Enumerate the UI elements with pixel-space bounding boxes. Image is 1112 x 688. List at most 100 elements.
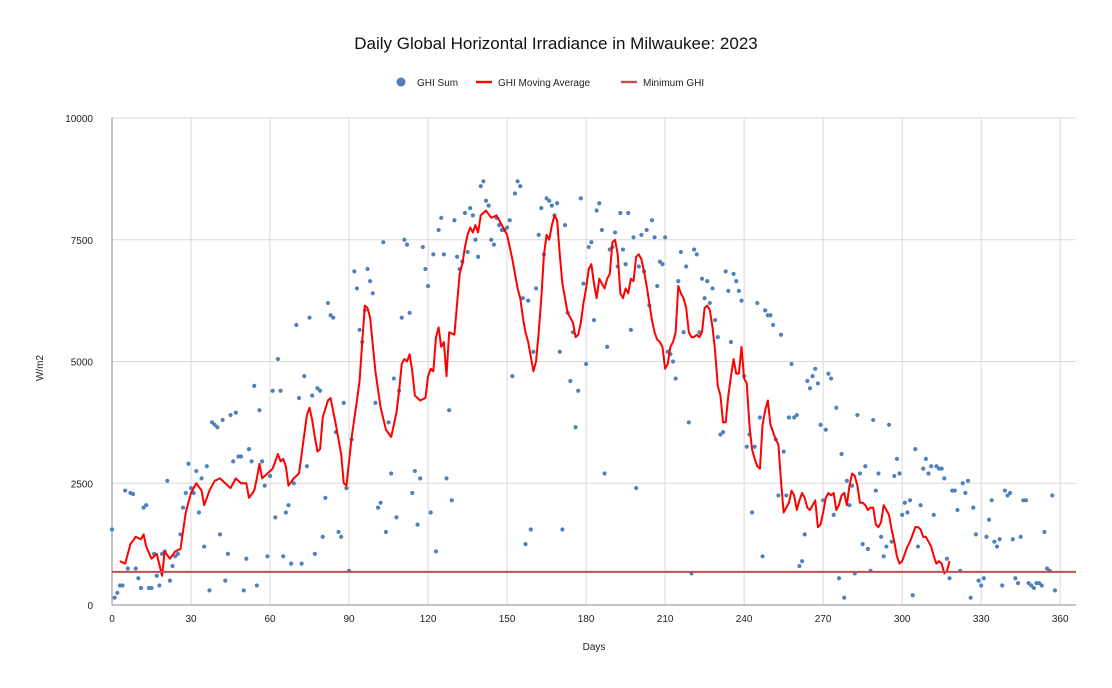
ghi-sum-point	[594, 208, 599, 213]
x-tick-label: 90	[343, 614, 355, 625]
legend-item-ghi-sum: GHI Sum	[396, 77, 458, 89]
ghi-sum-point	[583, 361, 589, 367]
ghi-sum-point	[241, 588, 246, 593]
ghi-sum-point	[691, 247, 697, 252]
ghi-sum-point	[444, 476, 449, 481]
ghi-sum-point	[952, 488, 957, 493]
ghi-sum-point	[407, 310, 412, 315]
ghi-sum-point	[605, 344, 610, 349]
ghi-sum-point	[947, 576, 952, 581]
ghi-sum-point	[781, 449, 786, 454]
ghi-sum-point	[528, 527, 533, 532]
ghi-sum-point	[115, 590, 120, 595]
ghi-sum-point	[900, 512, 905, 518]
ghi-sum-point	[267, 473, 273, 479]
ghi-sum-point	[249, 459, 254, 464]
ghi-sum-point	[291, 481, 296, 486]
ghi-sum-point	[170, 563, 175, 569]
ghi-sum-point	[581, 281, 586, 286]
ghi-sum-point	[894, 456, 899, 461]
ghi-sum-point	[468, 205, 473, 211]
ghi-sum-point	[1026, 580, 1031, 586]
ghi-sum-point	[544, 196, 549, 201]
ghi-sum-point	[109, 527, 115, 532]
ghi-sum-point	[402, 237, 407, 242]
ghi-sum-point	[428, 510, 433, 515]
ghi-sum-point	[1023, 498, 1029, 503]
ghi-sum-point	[1013, 576, 1018, 581]
ghi-sum-point	[383, 529, 389, 535]
ghi-sum-point	[415, 522, 420, 527]
ghi-sum-point	[354, 286, 360, 291]
ghi-sum-point	[815, 381, 820, 386]
ghi-sum-point	[886, 422, 892, 427]
ghi-sum-point	[926, 471, 931, 476]
ghi-sum-point	[678, 249, 684, 255]
ghi-sum-point	[805, 378, 810, 384]
ghi-sum-point	[202, 544, 207, 549]
ghi-sum-point	[489, 237, 494, 242]
x-tick-label: 30	[185, 614, 197, 625]
ghi-sum-point	[639, 232, 644, 237]
ghi-sum-point	[763, 308, 768, 313]
ghi-sum-point	[586, 244, 591, 250]
ghi-sum-point	[315, 386, 320, 391]
ghi-sum-point	[154, 573, 159, 578]
ghi-sum-point	[776, 493, 781, 498]
ghi-sum-point	[760, 554, 765, 559]
ghi-sum-point	[512, 191, 518, 196]
ghi-sum-point	[768, 313, 773, 318]
ghi-sum-point	[225, 551, 230, 556]
ghi-sum-point	[510, 374, 515, 379]
ghi-sum-point	[296, 395, 302, 401]
ghi-sum-point	[555, 201, 560, 206]
ghi-sum-point	[207, 588, 212, 593]
ghi-sum-point	[436, 227, 441, 233]
ghi-sum-point	[165, 478, 170, 483]
ghi-sum-point	[623, 262, 628, 267]
y-tick-label: 2500	[71, 479, 94, 490]
legend-item-ghi-moving-average: GHI Moving Average	[476, 78, 591, 89]
ghi-sum-point	[792, 415, 797, 420]
ghi-sum-point	[386, 420, 391, 425]
ghi-sum-point	[878, 534, 884, 539]
ghi-sum-point	[1005, 493, 1010, 498]
ghi-sum-point	[660, 262, 665, 267]
ghi-sum-point	[283, 510, 288, 515]
y-tick-label: 7500	[71, 236, 94, 247]
ghi-sum-point	[133, 566, 138, 571]
ghi-sum-point	[138, 585, 144, 591]
ghi-sum-point	[1002, 488, 1007, 493]
ghi-sum-point	[431, 252, 436, 257]
ghi-sum-point	[663, 235, 668, 240]
ghi-sum-point	[989, 498, 994, 503]
ghi-sum-point	[549, 203, 554, 208]
ghi-sum-point	[1031, 585, 1036, 591]
ghi-sum-point	[320, 534, 325, 539]
ghi-sum-point	[850, 483, 855, 488]
x-tick-label: 210	[657, 614, 674, 625]
ghi-sum-point	[789, 361, 794, 367]
ghi-sum-point	[157, 583, 162, 588]
ghi-sum-point	[265, 554, 270, 559]
ghi-sum-point	[125, 566, 130, 571]
ghi-sum-point	[273, 515, 278, 520]
ghi-sum-point	[454, 254, 460, 259]
ghi-sum-point	[149, 585, 154, 591]
ghi-sum-point	[652, 235, 657, 240]
ghi-sum-point	[341, 400, 346, 405]
ghi-sum-point	[963, 490, 968, 496]
ghi-sum-point	[620, 247, 626, 252]
ghi-sum-point	[209, 420, 215, 425]
ghi-sum-point	[739, 298, 744, 303]
ghi-sum-point	[923, 456, 928, 461]
ghi-sum-point	[312, 551, 317, 556]
ghi-sum-point	[771, 322, 776, 328]
ghi-sum-point	[731, 271, 736, 276]
ghi-sum-point	[196, 510, 202, 515]
ghi-sum-point	[589, 240, 594, 245]
ghi-sum-point	[844, 478, 849, 483]
ghi-sum-point	[404, 242, 410, 247]
ghi-sum-point	[183, 490, 188, 496]
ghi-sum-point	[813, 366, 818, 371]
